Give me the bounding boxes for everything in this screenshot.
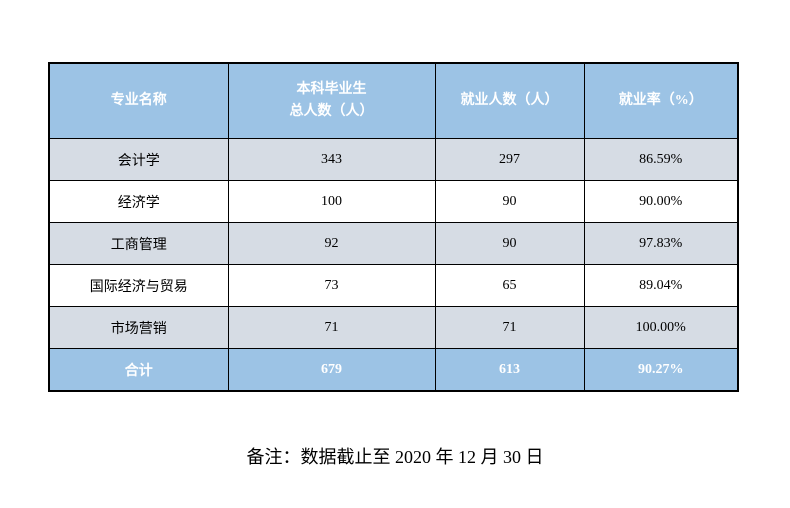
- major-cell: 国际经济与贸易: [48, 264, 229, 307]
- col-header-employed: 就业人数（人）: [434, 62, 585, 139]
- table-row-marketing: 市场营销 71 71 100.00%: [48, 306, 739, 349]
- rate-cell: 86.59%: [583, 138, 739, 181]
- major-cell: 市场营销: [48, 306, 229, 349]
- rate-cell: 89.04%: [583, 264, 739, 307]
- footnote: 备注：数据截止至 2020 年 12 月 30 日: [246, 447, 544, 467]
- total-count-cell: 100: [227, 180, 436, 223]
- rate-cell: 100.00%: [583, 306, 739, 349]
- table-header-row: 专业名称 本科毕业生 总人数（人） 就业人数（人） 就业率（%）: [48, 62, 739, 139]
- employed-count-cell: 65: [434, 264, 585, 307]
- rate-cell: 90.00%: [583, 180, 739, 223]
- col-header-major: 专业名称: [48, 62, 229, 139]
- major-cell: 会计学: [48, 138, 229, 181]
- major-cell: 工商管理: [48, 222, 229, 265]
- employed-count-cell: 613: [434, 348, 585, 392]
- col-header-rate-label: 就业率（%）: [618, 92, 703, 108]
- employed-count-cell: 90: [434, 222, 585, 265]
- total-count-cell: 343: [227, 138, 436, 181]
- table-row-total: 合计 679 613 90.27%: [48, 348, 739, 392]
- col-header-employed-label: 就业人数（人）: [460, 92, 559, 108]
- total-count-cell: 92: [227, 222, 436, 265]
- employed-count-cell: 297: [434, 138, 585, 181]
- rate-cell: 90.27%: [583, 348, 739, 392]
- col-header-rate: 就业率（%）: [583, 62, 739, 139]
- employed-count-cell: 71: [434, 306, 585, 349]
- col-header-total-line1: 本科毕业生: [296, 81, 367, 97]
- total-count-cell: 73: [227, 264, 436, 307]
- rate-cell: 97.83%: [583, 222, 739, 265]
- major-cell: 经济学: [48, 180, 229, 223]
- table-row-business-admin: 工商管理 92 90 97.83%: [48, 222, 739, 265]
- col-header-total-graduates: 本科毕业生 总人数（人）: [227, 62, 436, 139]
- table-row-economics: 经济学 100 90 90.00%: [48, 180, 739, 223]
- employment-stats-table: 专业名称 本科毕业生 总人数（人） 就业人数（人） 就业率（%） 会计学 343…: [48, 62, 739, 392]
- total-count-cell: 679: [227, 348, 436, 392]
- major-cell: 合计: [48, 348, 229, 392]
- employed-count-cell: 90: [434, 180, 585, 223]
- table-row-accounting: 会计学 343 297 86.59%: [48, 138, 739, 181]
- total-count-cell: 71: [227, 306, 436, 349]
- col-header-total-line2: 总人数（人）: [289, 104, 374, 119]
- col-header-major-label: 专业名称: [110, 92, 167, 108]
- table-row-intl-trade: 国际经济与贸易 73 65 89.04%: [48, 264, 739, 307]
